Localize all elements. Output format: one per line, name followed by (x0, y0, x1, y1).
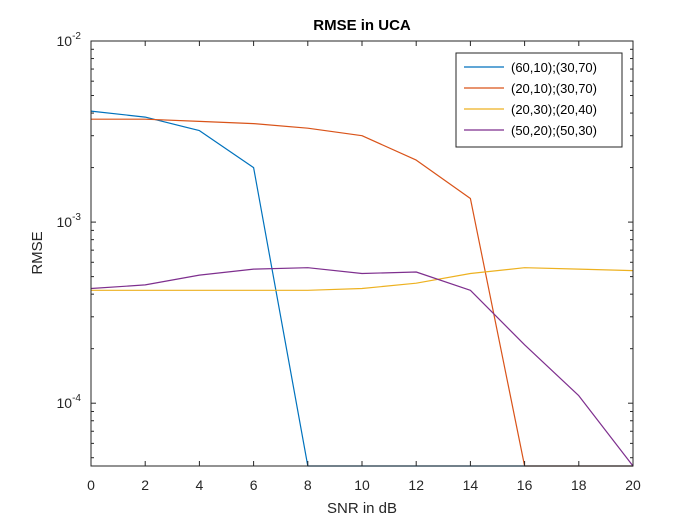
series-line-4 (90, 267, 634, 467)
x-tick-label: 14 (463, 477, 479, 493)
x-tick-label: 4 (196, 477, 204, 493)
y-axis: 10-4 10-3 10-2 (57, 31, 633, 459)
x-tick-label: 2 (141, 477, 149, 493)
x-tick-label: 18 (571, 477, 587, 493)
x-tick-label: 20 (625, 477, 641, 493)
legend-entry: (50,20);(50,30) (511, 123, 597, 138)
legend-box (455, 52, 623, 148)
x-tick-label: 0 (87, 477, 95, 493)
legend-entry: (20,30);(20,40) (511, 102, 597, 117)
x-tick-label: 8 (304, 477, 312, 493)
x-tick-label: 10 (354, 477, 370, 493)
legend-entry: (60,10);(30,70) (511, 60, 597, 75)
chart-title: RMSE in UCA (313, 17, 411, 34)
series-line-3 (91, 267, 634, 291)
x-axis-label: SNR in dB (327, 500, 397, 517)
y-axis-label: RMSE (29, 231, 46, 274)
legend: (60,10);(30,70) (20,10);(30,70) (20,30);(2… (455, 52, 623, 148)
y-tick-label: 10-3 (57, 212, 82, 230)
y-tick-label: 10-4 (57, 393, 82, 411)
legend-entry: (20,10);(30,70) (511, 81, 597, 96)
x-tick-label: 6 (250, 477, 258, 493)
x-tick-label: 16 (517, 477, 533, 493)
x-axis: 0 2 4 6 8 10 12 14 16 18 20 (87, 41, 641, 493)
x-tick-label: 12 (408, 477, 424, 493)
y-tick-label: 10-2 (57, 31, 82, 49)
